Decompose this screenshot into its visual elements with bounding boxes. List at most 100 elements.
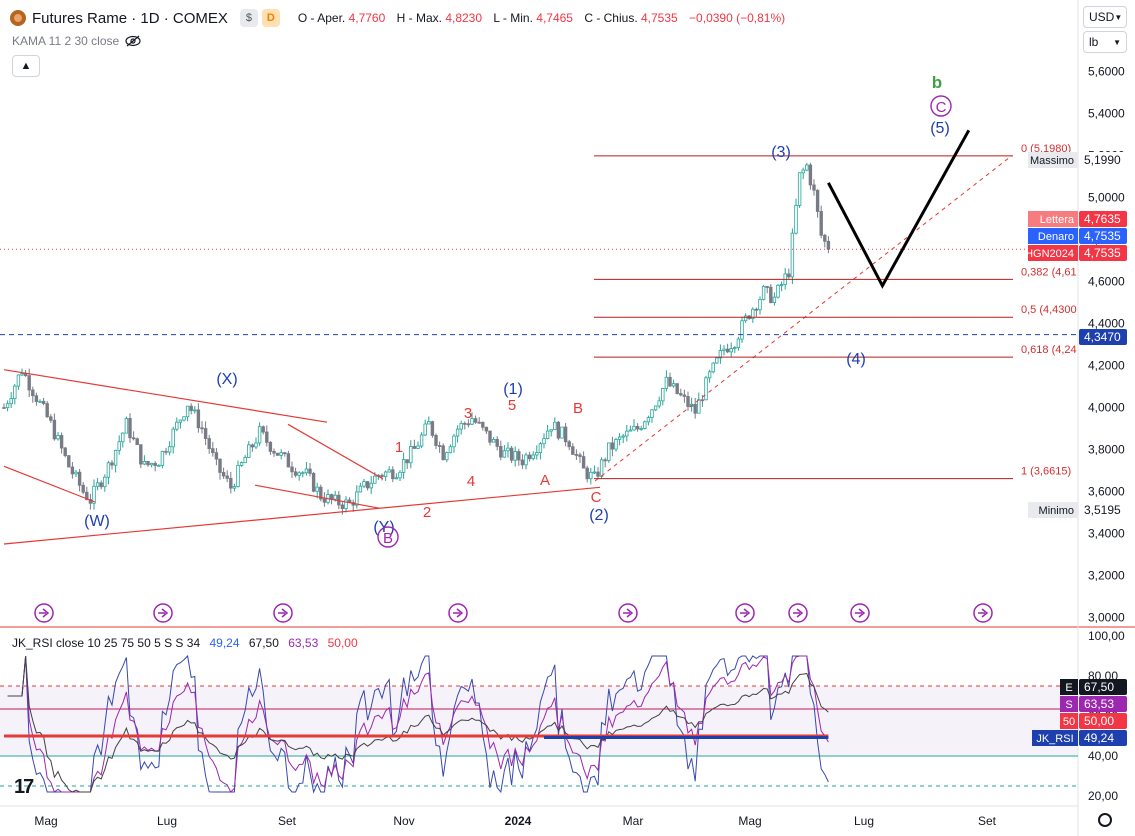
kama-indicator-label[interactable]: KAMA 11 2 30 close: [12, 34, 141, 48]
candle-body: [812, 184, 816, 191]
rsi-mid-line: [7, 655, 829, 793]
wave-label-red: 4: [467, 473, 475, 490]
candle-body: [52, 419, 57, 440]
rsi-fast-line: [7, 654, 829, 794]
wave-label-blue: (3): [771, 144, 791, 161]
price-tag-value-bg: [1079, 245, 1127, 261]
candle-body: [434, 434, 438, 446]
candle-body: [686, 396, 690, 407]
dashed-trendline: [594, 155, 1013, 482]
price-tick-label: 3,6000: [1088, 485, 1125, 499]
rsi-tag-value-bg: [1079, 679, 1127, 695]
hidden-eye-icon[interactable]: [125, 35, 141, 47]
candle-body: [787, 273, 791, 278]
candle-body: [549, 429, 553, 432]
candle-body: [733, 347, 737, 350]
settings-gear-icon[interactable]: [1098, 813, 1112, 827]
price-tag-label: Minimo: [1039, 505, 1074, 517]
candle-body: [653, 405, 658, 411]
price-tag-value: 4,7635: [1084, 212, 1121, 226]
candle-body: [358, 485, 363, 493]
candle-body: [499, 445, 503, 458]
candle-body: [668, 376, 672, 387]
event-arrow-icon: [793, 608, 804, 618]
candle-body: [257, 426, 262, 444]
candle-body: [394, 477, 399, 480]
candle-body: [59, 435, 64, 449]
candle-body: [290, 466, 294, 473]
candle-body: [193, 409, 197, 412]
price-tick-label: 3,4000: [1088, 527, 1125, 541]
rsi-tag-label: JK_RSI: [1036, 733, 1073, 745]
rsi-band: [0, 686, 1078, 756]
candle-body: [758, 298, 762, 311]
price-tag-value: 4,7535: [1084, 246, 1121, 260]
candle-body: [319, 486, 323, 500]
candle-body: [286, 453, 291, 468]
wave-label-red: 1: [395, 439, 403, 456]
wave-label-red: 2: [423, 504, 431, 521]
candle-body: [614, 438, 618, 450]
candle-body: [207, 438, 211, 450]
candle-body: [261, 426, 265, 433]
chevron-down-icon: ▼: [1114, 12, 1123, 22]
candle-body: [671, 383, 676, 387]
candle-body: [632, 425, 636, 431]
candle-body: [239, 462, 244, 466]
price-tag-label: HGN2024: [1025, 248, 1074, 260]
event-arrow-icon: [978, 608, 989, 618]
candle-body: [769, 286, 773, 303]
event-arrow-icon: [855, 608, 866, 618]
kama-label: KAMA 11 2 30 close: [12, 34, 120, 48]
candle-body: [63, 447, 67, 457]
price-tag-value: 5,1990: [1084, 153, 1121, 167]
chevron-up-icon: ▲: [20, 60, 32, 72]
price-tag-label-bg: [1028, 211, 1078, 227]
candle-body: [463, 422, 467, 425]
candle-body: [218, 458, 222, 473]
price-tick-label: 4,2000: [1088, 359, 1125, 373]
collapse-legend-button[interactable]: ▲: [12, 55, 40, 77]
candle-body: [797, 172, 802, 206]
time-tick-label: Set: [978, 814, 997, 828]
candle-body: [437, 445, 442, 447]
candle-body: [203, 428, 208, 439]
candle-body: [826, 240, 831, 250]
candle-body: [365, 481, 370, 489]
candle-body: [603, 459, 607, 462]
candle-body: [95, 482, 100, 487]
candle-body: [416, 445, 420, 449]
candle-body: [27, 375, 31, 391]
trendline: [3, 369, 328, 423]
candle-body: [5, 403, 10, 409]
candle-body: [149, 462, 154, 466]
candle-body: [610, 442, 615, 450]
candle-body: [578, 454, 582, 457]
candle-body: [567, 441, 571, 448]
candle-body: [387, 469, 391, 473]
price-tag-value: 3,5195: [1084, 503, 1121, 517]
rsi-tag-value-bg: [1079, 713, 1127, 729]
unit-select[interactable]: lb ▼: [1083, 31, 1127, 53]
candle-body: [297, 472, 301, 476]
tradingview-logo[interactable]: 17: [14, 776, 34, 798]
rsi-title[interactable]: JK_RSI close 10 25 75 50 5 S S 34: [12, 636, 201, 650]
candle-body: [531, 454, 535, 460]
currency-select[interactable]: USD ▼: [1083, 6, 1127, 28]
symbol-title[interactable]: Futures Rame · 1D · COMEX: [32, 9, 228, 27]
price-tick-label: 4,6000: [1088, 275, 1125, 289]
candle-body: [445, 452, 449, 461]
candle-body: [517, 451, 521, 461]
candle-body: [722, 348, 726, 351]
candle-body: [571, 446, 575, 455]
price-tag-value-bg: [1079, 228, 1127, 244]
candle-body: [718, 350, 723, 359]
candle-body: [171, 428, 175, 448]
wave-label-red: C: [591, 489, 602, 506]
candle-body: [157, 464, 161, 467]
rsi-value-4: 50,00: [327, 636, 358, 650]
candle-body: [70, 466, 75, 475]
copper-symbol-icon: [10, 10, 26, 26]
candle-body: [362, 481, 366, 487]
